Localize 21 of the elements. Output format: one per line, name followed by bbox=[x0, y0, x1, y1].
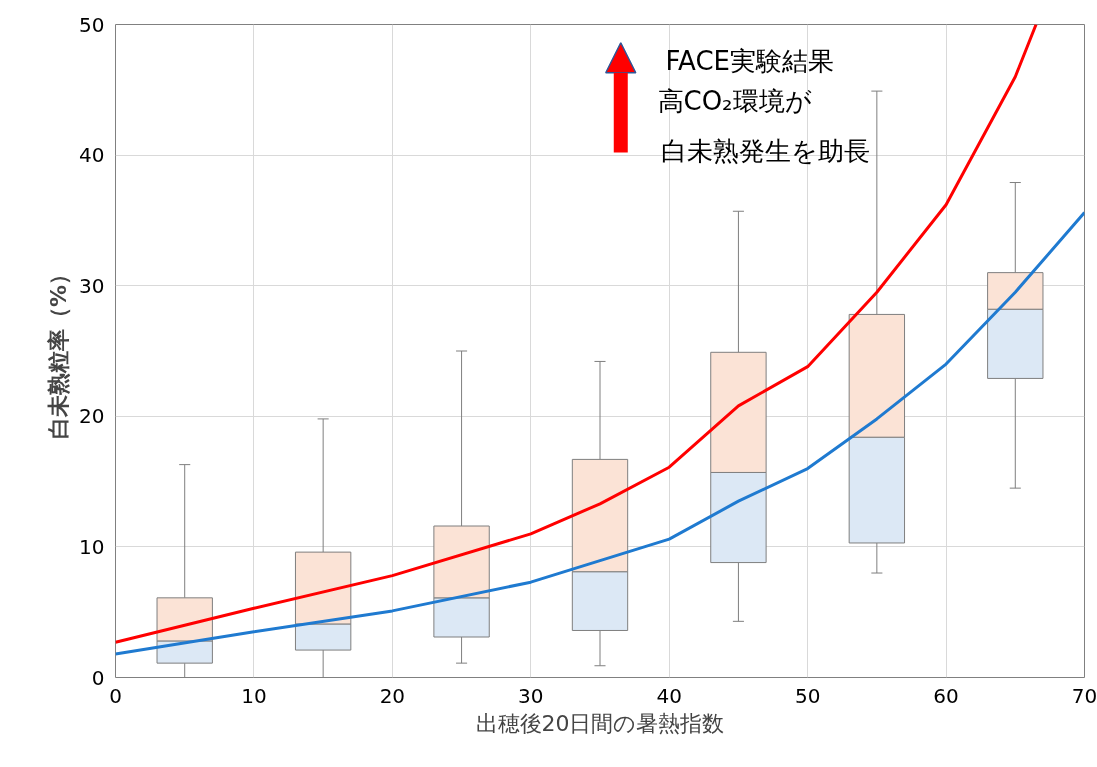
y-axis-title: 白未熟粒率（%） bbox=[46, 262, 72, 440]
x-tick-label: 10 bbox=[241, 683, 267, 708]
annotation: 白未熟発生を助長 bbox=[660, 135, 870, 166]
y-tick-label: 40 bbox=[79, 143, 105, 168]
annotation: 高CO₂環境が bbox=[657, 85, 812, 116]
x-tick-label: 50 bbox=[794, 683, 821, 708]
x-tick-label: 70 bbox=[1071, 683, 1097, 708]
y-tick-label: 30 bbox=[79, 273, 105, 298]
y-tick-label: 50 bbox=[79, 12, 105, 37]
x-tick-label: 0 bbox=[109, 683, 122, 708]
x-tick-label: 30 bbox=[518, 683, 544, 708]
x-tick-label: 20 bbox=[379, 683, 406, 708]
x-tick-label: 40 bbox=[656, 683, 682, 708]
x-axis-title: 出穂後20日間の暑熱指数 bbox=[475, 710, 725, 736]
line-series bbox=[115, 211, 1085, 656]
y-tick-label: 0 bbox=[91, 665, 105, 690]
y-tick-label: 20 bbox=[79, 404, 105, 429]
y-tick-label: 10 bbox=[79, 534, 105, 559]
annotation: FACE実験結果 bbox=[665, 45, 834, 76]
line-series bbox=[115, 24, 1038, 644]
x-tick-label: 60 bbox=[933, 683, 959, 708]
